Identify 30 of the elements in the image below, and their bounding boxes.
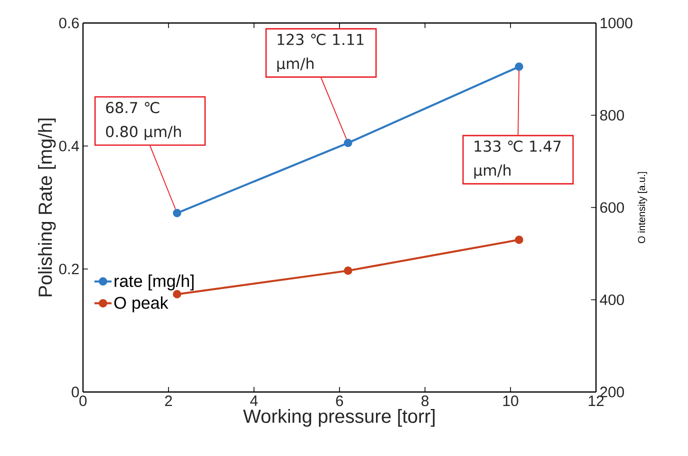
x-tick-label: 6 [336,396,344,406]
y-axis-title: Polishing Rate [mg/h] [38,118,56,296]
point [344,138,352,148]
x-tick-label: 4 [250,396,258,406]
x-axis-title: Working pressure [torr] [243,409,435,427]
y2-tick-label: 200 [600,386,624,398]
y-tick-label: 0.4 [59,140,80,152]
point [172,208,182,218]
point [514,62,524,71]
legend-label: rate [mg/h] [114,274,194,290]
y2-tick-label: 800 [600,110,624,121]
x-tick-label: 12 [588,396,604,406]
y-tick-label: 0 [72,386,79,398]
annotation: 123 ℃ 1.11 μm/h [277,34,364,72]
y2-tick-label: 1000 [600,18,632,28]
y-tick-label: 0.2 [59,264,79,274]
legend-label: O peak [114,296,168,312]
x-tick-label: 2 [165,396,172,406]
point [514,236,524,244]
annotation: 68.7 ℃ 0.80 μm/h [106,102,181,140]
point [172,290,182,298]
point [344,266,352,275]
annotation: 133 ℃ 1.47 μm/h [474,140,561,179]
x-tick-label: 10 [503,396,518,406]
y2-tick-label: 600 [600,202,624,213]
y-tick-label: 0.6 [59,18,79,28]
y2-axis-title: O intensity [a.u.] [638,172,648,244]
x-tick-label: 0 [79,396,87,406]
y2-tick-label: 400 [600,294,624,306]
x-tick-label: 8 [421,396,429,406]
